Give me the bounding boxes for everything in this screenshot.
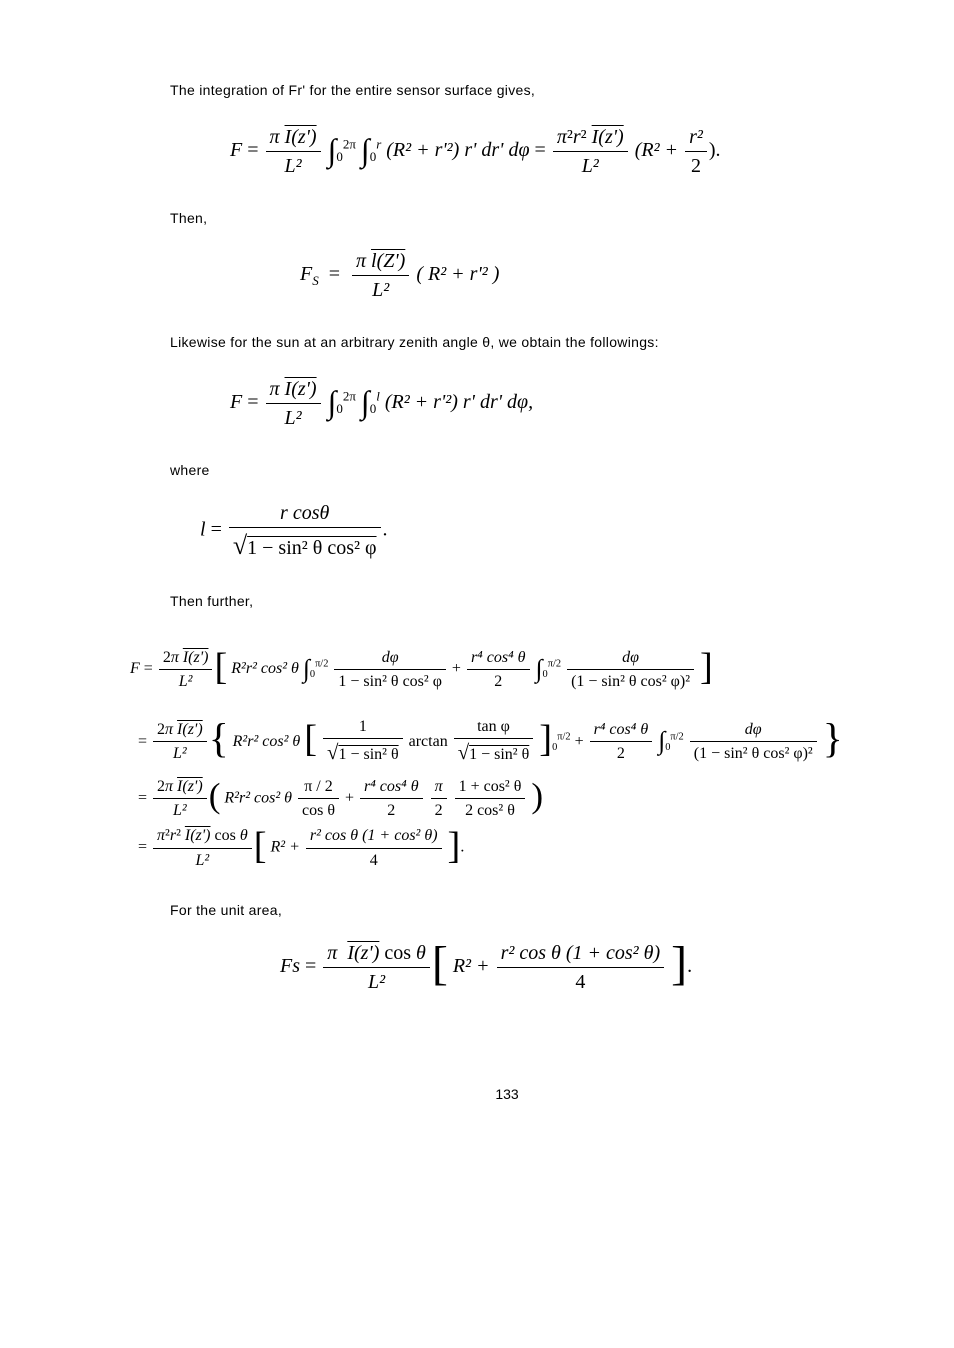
paragraph-4: where (170, 460, 844, 481)
equation-4: l = r cosθ √1 − sin² θ cos² φ . (200, 501, 844, 561)
equation-5: F = 2π I(z') L² [ R²r² cos² θ ∫0π/2 dφ 1… (130, 632, 844, 870)
equation-2: FS = π l(Z') L² ( R² + r'² ) (300, 249, 844, 302)
paragraph-5: Then further, (170, 591, 844, 612)
page-number: 133 (170, 1084, 844, 1105)
paragraph-2: Then, (170, 208, 844, 229)
equation-1: F = π I(z') L² ∫02π ∫0r (R² + r'²) r' dr… (230, 121, 844, 178)
paragraph-6: For the unit area, (170, 900, 844, 921)
paragraph-1: The integration of Fr' for the entire se… (170, 80, 844, 101)
equation-6: Fs = π I(z') cos θ L² [ R² + r² cos θ (1… (280, 941, 844, 994)
equation-3: F = π I(z') L² ∫02π ∫0l (R² + r'²) r' dr… (230, 373, 844, 430)
paragraph-3: Likewise for the sun at an arbitrary zen… (170, 332, 844, 353)
